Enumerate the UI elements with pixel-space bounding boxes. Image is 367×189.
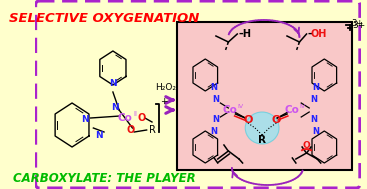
Text: Co: Co [285,105,300,115]
Text: OH: OH [311,29,327,39]
Text: N: N [312,84,319,92]
Text: H₂O₂: H₂O₂ [155,84,176,92]
FancyBboxPatch shape [36,1,360,188]
Text: N: N [212,95,219,105]
Text: IV: IV [299,104,306,108]
Text: N: N [95,130,102,139]
Text: N: N [109,80,117,88]
Text: R: R [149,125,155,135]
Text: O: O [303,142,310,150]
Text: N: N [310,115,317,125]
Text: N: N [81,115,88,125]
Text: IV: IV [237,104,243,108]
Text: O: O [137,113,145,123]
Text: O: O [243,115,252,125]
Text: N: N [310,95,317,105]
FancyBboxPatch shape [177,22,352,170]
Ellipse shape [245,112,279,144]
Text: 3+: 3+ [351,19,363,28]
Text: N: N [111,104,119,112]
Text: N: N [312,128,319,136]
Text: +: + [160,98,167,106]
Text: N: N [211,84,218,92]
Text: O: O [127,125,135,135]
Text: N: N [212,115,219,125]
Text: –: – [308,29,312,39]
Text: –H: –H [238,29,251,39]
Text: Co: Co [118,113,133,123]
Text: CARBOXYLATE: THE PLAYER: CARBOXYLATE: THE PLAYER [13,171,195,184]
Text: SELECTIVE OXYGENATION: SELECTIVE OXYGENATION [9,12,199,25]
Text: N: N [211,128,218,136]
Text: Co: Co [223,105,237,115]
Text: II: II [133,111,137,117]
Text: R: R [258,135,266,145]
Text: 3+: 3+ [353,22,366,30]
Text: O: O [272,115,281,125]
